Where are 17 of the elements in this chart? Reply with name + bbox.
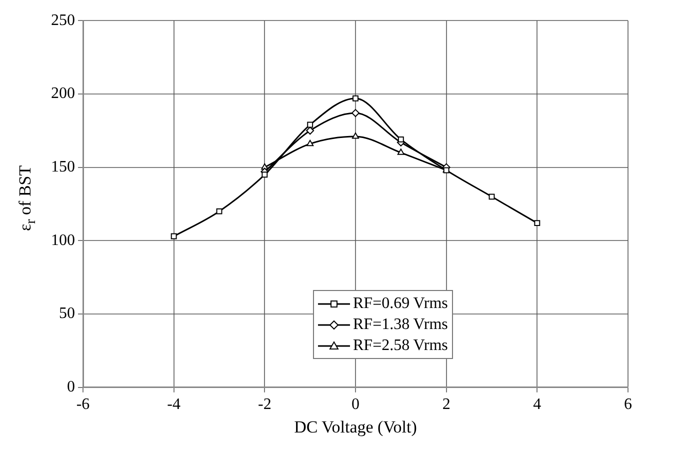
legend-label: RF=2.58 Vrms	[353, 336, 448, 356]
legend-label: RF=0.69 Vrms	[353, 294, 448, 314]
x-tick-label: -6	[76, 396, 90, 414]
legend-label: RF=1.38 Vrms	[353, 315, 448, 335]
y-tick-label: 100	[51, 232, 75, 249]
x-tick-label: 4	[533, 396, 542, 414]
y-tick-label: 250	[51, 12, 75, 29]
x-tick-label: 6	[624, 396, 632, 414]
y-tick-label: 200	[51, 85, 75, 102]
x-tick-label: -4	[167, 396, 180, 414]
y-tick-label: 0	[67, 378, 75, 396]
y-tick-label: 50	[59, 305, 75, 322]
x-tick-label: -2	[258, 396, 272, 414]
x-tick-label: 2	[442, 396, 450, 414]
x-tick-label: 0	[352, 396, 360, 414]
y-tick-label: 150	[51, 158, 75, 176]
x-axis-title: DC Voltage (Volt)	[294, 417, 417, 436]
